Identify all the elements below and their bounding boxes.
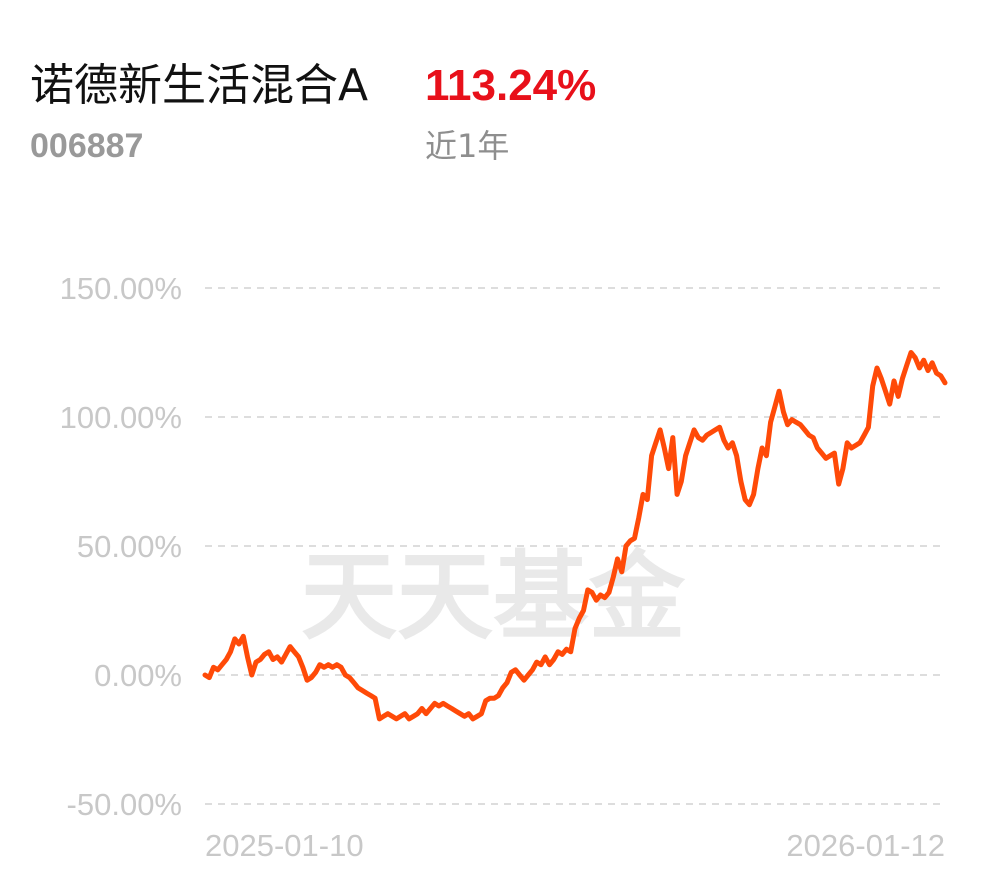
- fund-header: 诺德新生活混合A 113.24% 006887 近1年: [30, 58, 960, 178]
- y-axis: 150.00% 100.00% 50.00% 0.00% -50.00%: [60, 271, 182, 822]
- x-tick-label: 2026-01-12: [786, 828, 945, 863]
- y-tick-label: 50.00%: [77, 529, 182, 564]
- series-layer: [202, 350, 948, 722]
- x-axis: 2025-01-10 2026-01-12: [205, 828, 945, 863]
- y-tick-label: 150.00%: [60, 271, 182, 306]
- series-line: [202, 350, 948, 722]
- fund-name: 诺德新生活混合A: [30, 60, 369, 111]
- y-tick-label: 0.00%: [94, 658, 182, 693]
- x-tick-label: 2025-01-10: [205, 828, 364, 863]
- y-tick-label: -50.00%: [67, 787, 182, 822]
- fund-code: 006887: [30, 127, 144, 165]
- grid-layer: [205, 287, 945, 805]
- period-label: 近1年: [425, 127, 510, 165]
- watermark-text: 天天基金: [301, 540, 686, 653]
- fund-return-value: 113.24%: [425, 61, 597, 110]
- y-tick-label: 100.00%: [60, 400, 182, 435]
